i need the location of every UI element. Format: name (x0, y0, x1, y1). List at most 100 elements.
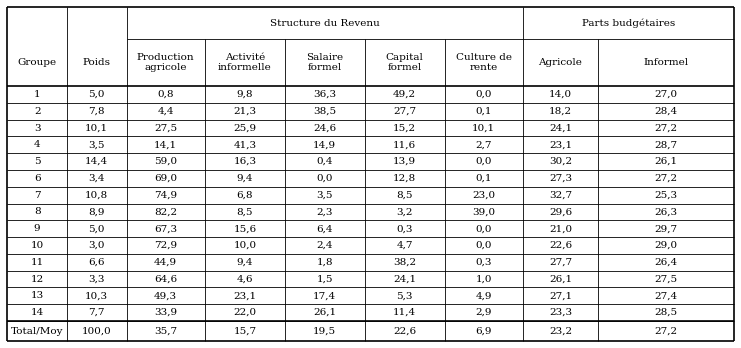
Text: 5,3: 5,3 (396, 291, 413, 300)
Text: 36,3: 36,3 (313, 90, 336, 99)
Text: 15,2: 15,2 (393, 124, 416, 133)
Text: 3: 3 (34, 124, 41, 133)
Text: 14,9: 14,9 (313, 140, 336, 149)
Text: 6,6: 6,6 (88, 258, 105, 267)
Text: Parts budgétaires: Parts budgétaires (582, 18, 675, 28)
Text: 64,6: 64,6 (154, 275, 177, 284)
Text: 28,5: 28,5 (654, 308, 677, 317)
Text: 9,4: 9,4 (236, 174, 253, 183)
Text: 4,9: 4,9 (476, 291, 492, 300)
Text: 1,8: 1,8 (316, 258, 333, 267)
Text: 0,3: 0,3 (396, 224, 413, 233)
Text: 18,2: 18,2 (549, 107, 572, 116)
Text: 28,7: 28,7 (654, 140, 677, 149)
Text: 6,4: 6,4 (316, 224, 333, 233)
Text: 23,2: 23,2 (549, 326, 572, 335)
Text: Informel: Informel (643, 58, 688, 67)
Text: 2: 2 (34, 107, 41, 116)
Text: 23,1: 23,1 (233, 291, 256, 300)
Text: 2,3: 2,3 (316, 207, 333, 216)
Text: 22,6: 22,6 (393, 326, 416, 335)
Text: 6,9: 6,9 (476, 326, 492, 335)
Text: 3,5: 3,5 (316, 191, 333, 200)
Text: 39,0: 39,0 (472, 207, 495, 216)
Text: Structure du Revenu: Structure du Revenu (270, 18, 379, 27)
Text: 13,9: 13,9 (393, 157, 416, 166)
Text: 24,1: 24,1 (393, 275, 416, 284)
Text: 27,7: 27,7 (549, 258, 572, 267)
Text: 4,4: 4,4 (158, 107, 174, 116)
Text: 10: 10 (30, 241, 44, 250)
Text: 67,3: 67,3 (154, 224, 177, 233)
Text: Agricole: Agricole (539, 58, 582, 67)
Text: 13: 13 (30, 291, 44, 300)
Text: 3,2: 3,2 (396, 207, 413, 216)
Text: 100,0: 100,0 (82, 326, 112, 335)
Text: 0,8: 0,8 (158, 90, 174, 99)
Text: 41,3: 41,3 (233, 140, 256, 149)
Text: 9,8: 9,8 (236, 90, 253, 99)
Text: 15,6: 15,6 (233, 224, 256, 233)
Text: 29,6: 29,6 (549, 207, 572, 216)
Text: 0,4: 0,4 (316, 157, 333, 166)
Text: 23,3: 23,3 (549, 308, 572, 317)
Text: 32,7: 32,7 (549, 191, 572, 200)
Text: 4,7: 4,7 (396, 241, 413, 250)
Text: 1,5: 1,5 (316, 275, 333, 284)
Text: 3,4: 3,4 (88, 174, 105, 183)
Text: 23,0: 23,0 (472, 191, 495, 200)
Text: 25,3: 25,3 (654, 191, 677, 200)
Text: 6,8: 6,8 (236, 191, 253, 200)
Text: 27,4: 27,4 (654, 291, 677, 300)
Text: 0,0: 0,0 (476, 157, 492, 166)
Text: 2,4: 2,4 (316, 241, 333, 250)
Text: 26,3: 26,3 (654, 207, 677, 216)
Text: Salaire
formel: Salaire formel (306, 53, 343, 72)
Text: 2,9: 2,9 (476, 308, 492, 317)
Text: 0,1: 0,1 (476, 174, 492, 183)
Text: 12,8: 12,8 (393, 174, 416, 183)
Text: 30,2: 30,2 (549, 157, 572, 166)
Text: 27,7: 27,7 (393, 107, 416, 116)
Text: 21,3: 21,3 (233, 107, 256, 116)
Text: 49,3: 49,3 (154, 291, 177, 300)
Text: 7: 7 (34, 191, 41, 200)
Text: 0,0: 0,0 (476, 90, 492, 99)
Text: Activité
informelle: Activité informelle (218, 53, 272, 72)
Text: 27,5: 27,5 (154, 124, 177, 133)
Text: 72,9: 72,9 (154, 241, 177, 250)
Text: 21,0: 21,0 (549, 224, 572, 233)
Text: 3,0: 3,0 (88, 241, 105, 250)
Text: 28,4: 28,4 (654, 107, 677, 116)
Text: 7,8: 7,8 (88, 107, 105, 116)
Text: 22,6: 22,6 (549, 241, 572, 250)
Text: 11: 11 (30, 258, 44, 267)
Text: 8: 8 (34, 207, 41, 216)
Text: 44,9: 44,9 (154, 258, 177, 267)
Text: 6: 6 (34, 174, 41, 183)
Text: 25,9: 25,9 (233, 124, 256, 133)
Text: 3,5: 3,5 (88, 140, 105, 149)
Text: 49,2: 49,2 (393, 90, 416, 99)
Text: 0,0: 0,0 (316, 174, 333, 183)
Text: Capital
formel: Capital formel (386, 53, 424, 72)
Text: Groupe: Groupe (18, 58, 57, 67)
Text: 10,3: 10,3 (85, 291, 108, 300)
Text: Total/Moy: Total/Moy (11, 326, 64, 335)
Text: 10,8: 10,8 (85, 191, 108, 200)
Text: 7,7: 7,7 (88, 308, 105, 317)
Text: 11,6: 11,6 (393, 140, 416, 149)
Text: 15,7: 15,7 (233, 326, 256, 335)
Text: 5: 5 (34, 157, 41, 166)
Text: 23,1: 23,1 (549, 140, 572, 149)
Text: 8,5: 8,5 (396, 191, 413, 200)
Text: 38,5: 38,5 (313, 107, 336, 116)
Text: 27,1: 27,1 (549, 291, 572, 300)
Text: 10,1: 10,1 (472, 124, 495, 133)
Text: 74,9: 74,9 (154, 191, 177, 200)
Text: 8,9: 8,9 (88, 207, 105, 216)
Text: 59,0: 59,0 (154, 157, 177, 166)
Text: 14,4: 14,4 (85, 157, 108, 166)
Text: 27,2: 27,2 (654, 124, 677, 133)
Text: 24,1: 24,1 (549, 124, 572, 133)
